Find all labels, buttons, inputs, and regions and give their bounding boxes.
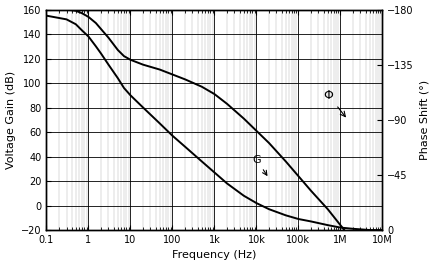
Text: Φ: Φ: [323, 89, 345, 117]
Y-axis label: Voltage Gain (dB): Voltage Gain (dB): [6, 71, 16, 169]
Text: G: G: [252, 155, 266, 175]
X-axis label: Frequency (Hz): Frequency (Hz): [172, 251, 256, 260]
Y-axis label: Phase Shift (°): Phase Shift (°): [418, 80, 428, 160]
